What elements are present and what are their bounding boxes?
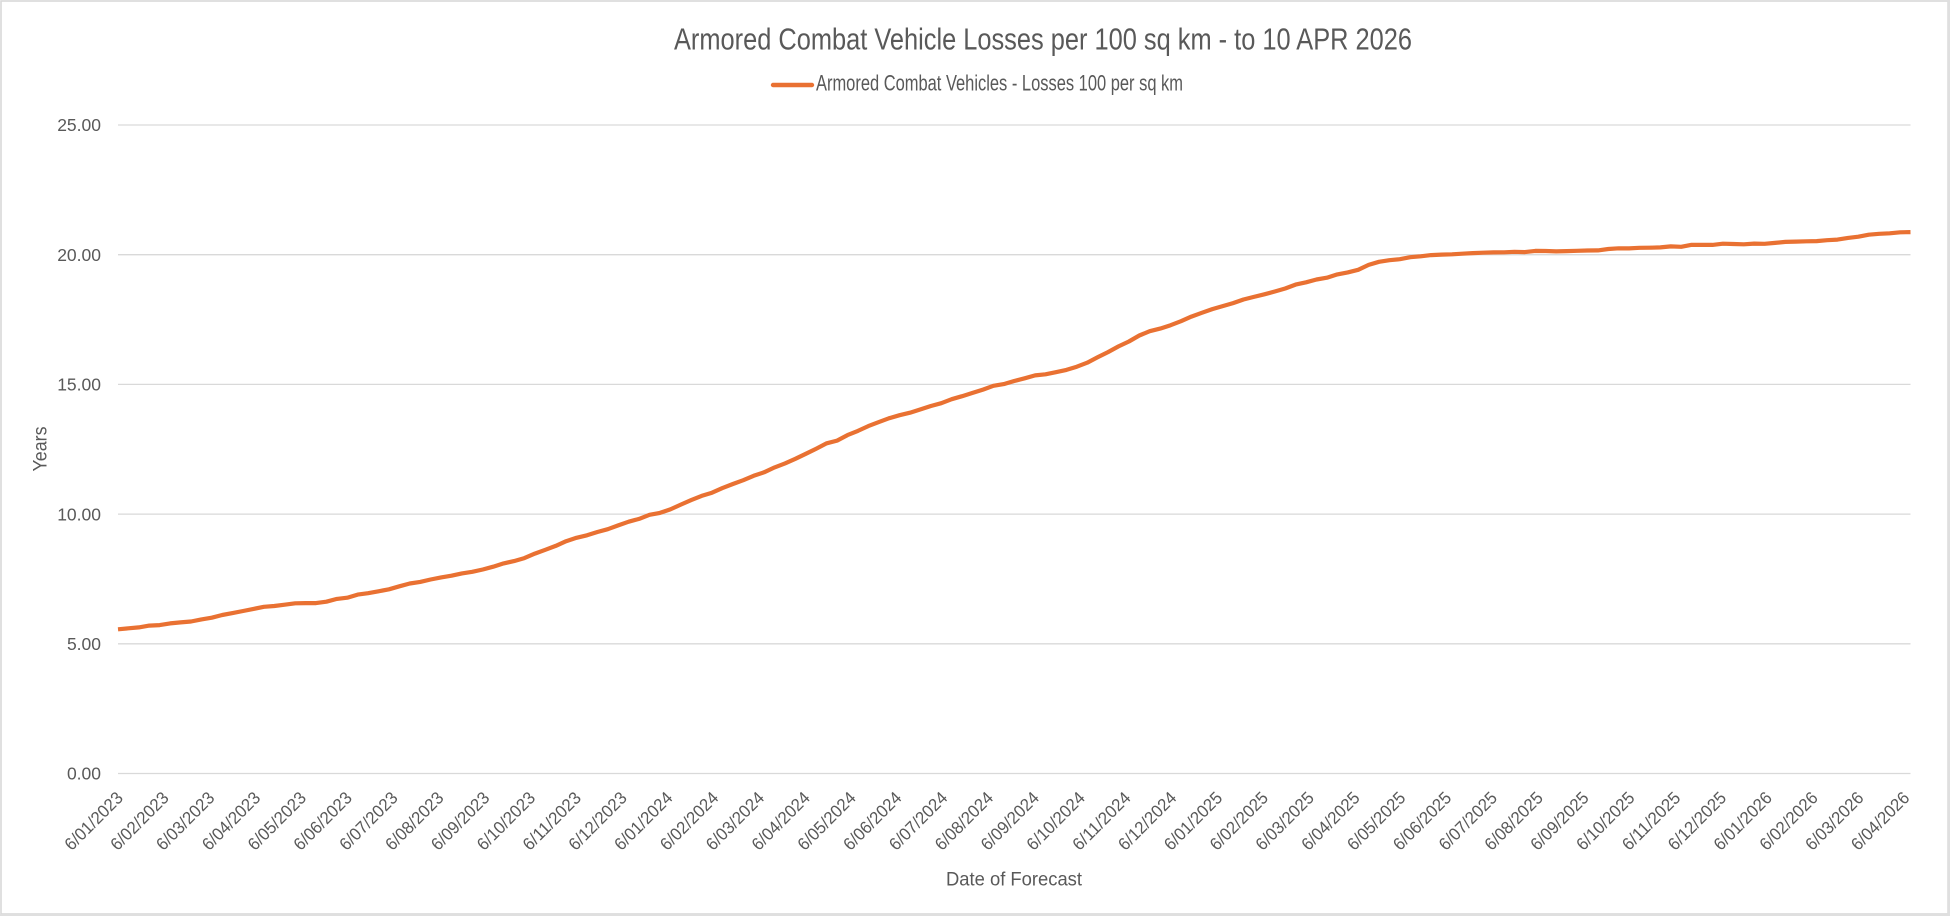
svg-text:15.00: 15.00 bbox=[57, 375, 101, 395]
svg-text:Armored Combat Vehicle Losses: Armored Combat Vehicle Losses per 100 sq… bbox=[674, 22, 1412, 57]
svg-text:10.00: 10.00 bbox=[57, 504, 101, 524]
svg-text:Years: Years bbox=[30, 426, 52, 471]
svg-text:5.00: 5.00 bbox=[67, 634, 101, 654]
svg-text:20.00: 20.00 bbox=[57, 245, 101, 265]
svg-text:0.00: 0.00 bbox=[67, 764, 101, 784]
svg-text:Date of Forecast: Date of Forecast bbox=[946, 869, 1083, 891]
svg-text:Armored Combat Vehicles - Loss: Armored Combat Vehicles - Losses 100 per… bbox=[816, 71, 1183, 96]
svg-text:25.00: 25.00 bbox=[57, 115, 101, 135]
